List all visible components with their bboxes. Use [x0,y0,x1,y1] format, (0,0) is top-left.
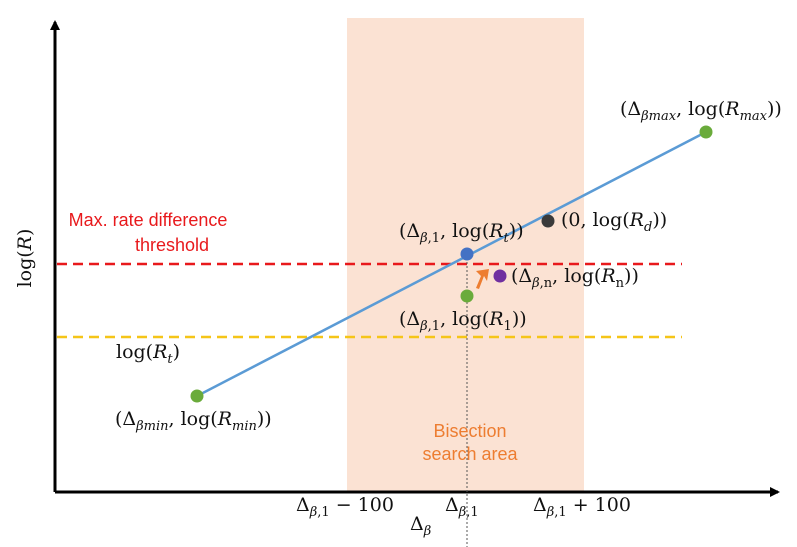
point-min-label: (Δβmin, log(Rmin)) [115,408,272,434]
yellow-threshold-label: log(Rt) [116,341,180,367]
x-tick-minus-100: Δβ,1 − 100 [296,494,394,520]
point-t-label: (Δβ,1, log(Rt)) [399,220,524,246]
point-t [460,247,474,261]
x-axis-label: Δβ [410,513,431,539]
red-threshold-label-line-2: threshold [135,235,209,255]
bisection-step-arrow [476,269,489,289]
point-min [190,389,204,403]
point-one [460,289,474,303]
red-threshold-label-line-1: Max. rate difference [69,210,228,230]
x-tick-plus-100: Δβ,1 + 100 [533,494,631,520]
point-max [699,125,713,139]
y-axis-label: log(R) [14,229,36,288]
point-max-label: (Δβmax, log(Rmax)) [620,98,782,124]
point-d [541,214,555,228]
search-area-label-line-1: Bisection [433,421,506,441]
point-d-label: (0, log(Rd)) [561,209,667,235]
x-tick-delta-beta-1: Δβ,1 [445,494,479,520]
search-area-label-line-2: search area [422,444,518,464]
rate-line [196,130,707,398]
point-n [493,269,507,283]
